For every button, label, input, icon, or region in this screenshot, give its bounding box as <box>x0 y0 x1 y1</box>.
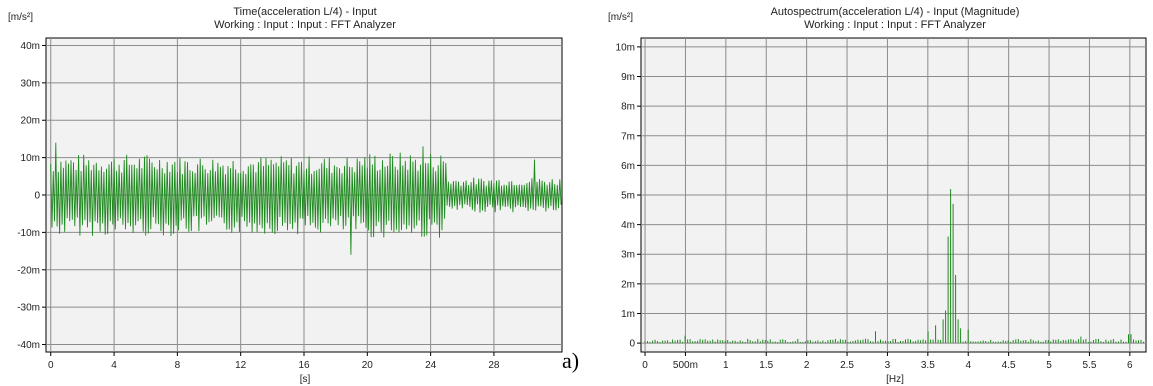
chart-b-ytick-label: 9m <box>621 72 635 83</box>
chart-b-ylabel: [m/s²] <box>608 12 633 23</box>
chart-a-xtick-label: 20 <box>362 360 374 371</box>
chart-b-xtick-label: 3 <box>885 360 891 371</box>
chart-a-subtitle: Working : Input : Input : FFT Analyzer <box>214 19 396 31</box>
chart-b-ytick-label: 4m <box>621 220 635 231</box>
chart-b-xtick-label: 2.5 <box>840 360 854 371</box>
chart-a-ytick-label: -40m <box>17 340 40 351</box>
chart-a-xlabel: [s] <box>300 374 311 385</box>
chart-a-ytick-label: 30m <box>21 78 40 89</box>
chart-b-xlabel: [Hz] <box>886 374 904 385</box>
figure-label: a) <box>562 348 580 373</box>
chart-b-ytick-label: 8m <box>621 102 635 113</box>
chart-a-ylabel: [m/s²] <box>8 12 33 23</box>
chart-b-ytick-label: 10m <box>616 42 635 53</box>
chart-a-ytick-label: -20m <box>17 265 40 276</box>
chart-b-spectrum-bars <box>644 189 1144 344</box>
chart-b-ytick-label: 7m <box>621 131 635 142</box>
chart-b-xtick-label: 1.5 <box>759 360 773 371</box>
chart-a-xtick-label: 24 <box>425 360 437 371</box>
chart-b-xtick-label: 5 <box>1046 360 1052 371</box>
chart-b-ytick-label: 0 <box>629 339 635 350</box>
chart-b-ytick-label: 2m <box>621 279 635 290</box>
chart-a-xtick-label: 28 <box>488 360 500 371</box>
chart-b-xtick-label: 3.5 <box>921 360 935 371</box>
chart-a-ytick-label: -30m <box>17 303 40 314</box>
chart-a-ytick-label: 10m <box>21 153 40 164</box>
chart-a-xtick-label: 16 <box>298 360 310 371</box>
chart-b-ytick-label: 5m <box>621 191 635 202</box>
chart-b-ytick-label: 1m <box>621 309 635 320</box>
time-signal-chart: [m/s²] Time(acceleration L/4) - Input Wo… <box>8 6 563 385</box>
chart-b-ytick-label: 3m <box>621 250 635 261</box>
chart-b-xtick-label: 1 <box>723 360 729 371</box>
chart-a-ytick-label: 40m <box>21 41 40 52</box>
autospectrum-chart: [m/s²] Autospectrum(acceleration L/4) - … <box>608 6 1147 385</box>
chart-a-ticks: 0 4 8 12 16 20 24 28 40m 30m 20m 10m 0 -10m -20m -30m -4… <box>17 41 500 371</box>
chart-b-xtick-label: 2 <box>804 360 810 371</box>
chart-b-subtitle: Working : Input : Input : FFT Analyzer <box>804 19 986 31</box>
chart-b-xtick-label: 0 <box>642 360 648 371</box>
chart-a-xtick-label: 4 <box>111 360 117 371</box>
chart-a-signal-line <box>50 142 562 255</box>
chart-a-ytick-label: 0 <box>34 191 40 202</box>
chart-b-ytick-label: 6m <box>621 161 635 172</box>
chart-b-ticks: 0 500m 1 1.5 2 2.5 3 3.5 4 4.5 5 5.5 6 10m 9m 8m 7m 6m 5m 4… <box>616 42 1134 371</box>
chart-a-xtick-label: 8 <box>175 360 181 371</box>
chart-b-xtick-label: 5.5 <box>1082 360 1096 371</box>
chart-b-title: Autospectrum(acceleration L/4) - Input (… <box>771 6 1020 18</box>
chart-a-xtick-label: 0 <box>48 360 54 371</box>
chart-b-xtick-label: 500m <box>673 360 698 371</box>
chart-b-xtick-label: 4.5 <box>1002 360 1016 371</box>
chart-a-ytick-label: -10m <box>17 228 40 239</box>
chart-b-xtick-label: 4 <box>965 360 971 371</box>
chart-a-ytick-label: 20m <box>21 116 40 127</box>
chart-a-xtick-label: 12 <box>235 360 247 371</box>
chart-b-xtick-label: 6 <box>1127 360 1133 371</box>
chart-a-title: Time(acceleration L/4) - Input <box>233 6 376 18</box>
